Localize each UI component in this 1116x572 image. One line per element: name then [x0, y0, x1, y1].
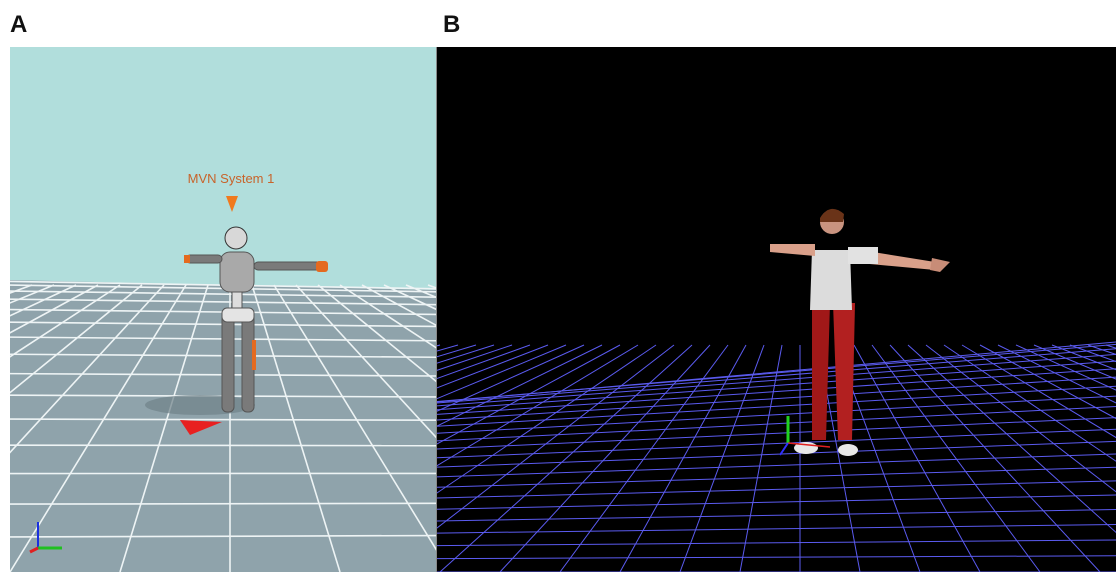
grid-line [437, 344, 675, 529]
grid-line [979, 344, 1116, 420]
grid-line [273, 284, 437, 553]
grid-line [251, 284, 341, 572]
grid-line [1015, 344, 1116, 391]
grid-line [437, 406, 1116, 442]
grid-line [437, 344, 549, 389]
grid-line [437, 466, 1116, 488]
grid-line [437, 344, 657, 494]
caption: MVN System 1 [188, 171, 275, 186]
grid-line [437, 555, 1116, 560]
grid-line [871, 344, 1041, 572]
grid-line [317, 284, 437, 384]
grid-line [961, 344, 1116, 439]
panel-b [437, 47, 1116, 572]
grid-line [437, 344, 639, 467]
grid-line [437, 440, 1116, 468]
grid-line [10, 284, 121, 358]
grid-line [10, 534, 437, 538]
grid-line [437, 524, 1116, 534]
grid-line [437, 385, 1116, 427]
panel-label: A [10, 11, 27, 38]
grid-line [437, 509, 1116, 522]
grid-line [437, 344, 567, 400]
grid-line [437, 539, 1116, 547]
grid-line [437, 417, 1116, 450]
grid-line [499, 344, 711, 572]
grid-line [907, 344, 1116, 534]
grid-line [10, 418, 437, 422]
grid-line [119, 284, 209, 572]
grid-line [10, 444, 437, 447]
grid-line [437, 480, 1116, 499]
grid-line [619, 344, 747, 572]
grid-line [943, 344, 1116, 462]
grid-line [997, 344, 1116, 404]
grid-line [10, 284, 165, 454]
grid-line [339, 284, 437, 350]
grid-line [437, 368, 1116, 415]
grid-line [439, 344, 693, 572]
grid-line [437, 395, 1116, 434]
grid-line [739, 344, 783, 572]
grid-line [437, 494, 1116, 510]
grid-line [679, 344, 765, 572]
panel-label: B [443, 11, 460, 38]
grid-line [10, 285, 11, 286]
grid-line [10, 284, 187, 572]
grid-line [437, 428, 1116, 459]
grid-line [559, 344, 729, 572]
grid-line [925, 344, 1116, 493]
grid-line [10, 284, 143, 394]
grid-line [437, 344, 603, 427]
grid-line [10, 502, 437, 505]
grid-line [853, 344, 981, 572]
grid-line [295, 284, 437, 440]
panel-a: MVN System 1 [10, 47, 437, 572]
grid-line [889, 344, 1101, 572]
grid-line [10, 298, 437, 306]
grid-line [10, 290, 437, 298]
grid-line [437, 344, 585, 412]
grid-line [437, 344, 621, 445]
